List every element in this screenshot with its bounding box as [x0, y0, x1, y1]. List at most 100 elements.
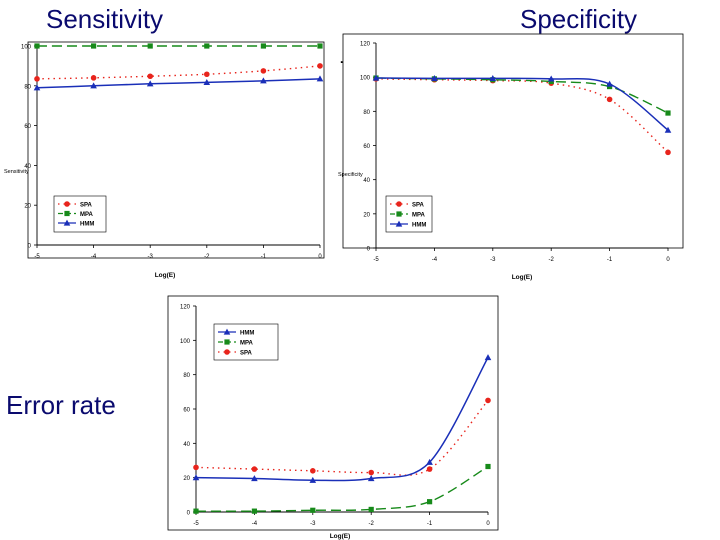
- sens-legend-marker-hmm: [63, 219, 71, 226]
- sens-x-tick-label: -1: [261, 254, 267, 260]
- sens-point-hmm: [33, 84, 41, 91]
- err-x-tick-label: -4: [252, 521, 258, 527]
- err-y-tick-label: 0: [187, 511, 191, 517]
- spec-x-axis-label: Log(E): [512, 274, 533, 281]
- err-y-tick-label: 40: [183, 442, 190, 448]
- spec-y-tick-label: 40: [363, 178, 370, 184]
- err-y-tick-label: 80: [183, 373, 190, 379]
- sens-point-hmm: [146, 80, 154, 87]
- sens-point-hmm: [316, 75, 324, 82]
- err-point-hmm: [309, 476, 317, 483]
- spec-point-hmm: [664, 126, 672, 133]
- spec-x-tick-label: 0: [666, 257, 670, 263]
- spec-legend-marker-spa: [396, 201, 402, 207]
- spec-legend-label-hmm: HMM: [412, 222, 426, 228]
- err-point-mpa: [251, 508, 257, 514]
- err-x-tick-label: -3: [310, 521, 316, 527]
- err-point-hmm: [251, 475, 258, 482]
- err-series-line-hmm: [195, 357, 489, 482]
- err-x-tick-label: -5: [193, 521, 199, 527]
- err-point-spa: [485, 397, 491, 404]
- err-legend-label-hmm: HMM: [240, 330, 254, 336]
- sens-x-tick-label: 0: [318, 254, 322, 260]
- sens-legend-label-hmm: HMM: [80, 221, 94, 227]
- sens-point-mpa: [34, 43, 40, 49]
- sens-legend-label-mpa: MPA: [80, 212, 94, 218]
- err-point-mpa: [310, 507, 316, 513]
- sens-point-spa: [204, 71, 210, 78]
- sens-y-tick-label: 40: [24, 164, 31, 170]
- spec-point-hmm: [547, 75, 555, 82]
- spec-point-mpa: [665, 110, 671, 116]
- spec-y-tick-label: 20: [363, 212, 370, 218]
- specificity-heading: Specificity: [520, 4, 638, 34]
- sens-point-mpa: [260, 43, 266, 49]
- sens-y-tick-label: 20: [24, 204, 31, 210]
- sens-y-tick-label: 60: [24, 124, 31, 130]
- sens-series-line-spa: [36, 65, 321, 80]
- spec-series-line-mpa: [375, 77, 669, 114]
- spec-point-hmm: [606, 80, 613, 87]
- err-legend-marker-spa: [224, 349, 230, 355]
- spec-x-tick-label: -4: [432, 257, 438, 263]
- err-point-spa: [310, 468, 316, 474]
- spec-legend-marker-mpa: [396, 211, 402, 217]
- err-x-tick-label: -1: [427, 521, 433, 527]
- sens-point-spa: [34, 76, 40, 82]
- sens-point-hmm: [203, 79, 211, 86]
- sens-point-mpa: [317, 43, 323, 49]
- sens-x-tick-label: -4: [91, 254, 97, 260]
- spec-x-tick-label: -2: [549, 257, 555, 263]
- sens-point-mpa: [147, 43, 153, 49]
- sens-y-axis-label: Sensitivity: [4, 169, 29, 175]
- err-point-hmm: [192, 474, 200, 481]
- sens-point-mpa: [91, 43, 97, 49]
- spec-chart: 0 20 40 60 80 100 120 -5 -4 -3 -2 -1 0 Log(E) Specific…: [338, 33, 684, 281]
- err-point-spa: [251, 466, 258, 472]
- spec-point-hmm: [431, 74, 438, 81]
- err-frame: [167, 295, 499, 531]
- sens-y-tick-label: 80: [24, 84, 31, 90]
- sens-series-line-hmm: [36, 78, 321, 89]
- sens-x-tick-label: -3: [148, 254, 154, 260]
- err-y-tick-label: 20: [183, 476, 190, 482]
- spec-y-axis-label: Specificity: [338, 172, 363, 178]
- sens-point-spa: [317, 63, 323, 69]
- err-legend-label-spa: SPA: [240, 350, 253, 356]
- err-y-tick-label: 60: [183, 408, 190, 414]
- sens-legend-marker-mpa: [64, 210, 70, 217]
- sens-point-spa: [90, 75, 97, 81]
- spec-legend-label-spa: SPA: [412, 202, 425, 208]
- sens-chart: 0 20 40 60 80 100 -5 -4 -3 -2 -1 0 Log(E) Sensitivity…: [4, 41, 343, 279]
- spec-y-tick-label: 60: [363, 144, 370, 150]
- spec-legend-label-mpa: MPA: [412, 212, 426, 218]
- err-point-hmm: [484, 354, 492, 361]
- err-point-mpa: [485, 463, 491, 470]
- sens-frame: [27, 41, 325, 259]
- sens-stray-mark: .: [340, 52, 343, 66]
- spec-y-tick-label: 120: [360, 42, 371, 48]
- err-y-tick-label: 120: [180, 305, 191, 311]
- err-point-mpa: [368, 506, 374, 513]
- error-rate-heading: Error rate: [6, 390, 116, 420]
- spec-point-spa: [606, 96, 613, 103]
- spec-y-tick-label: 80: [363, 110, 370, 116]
- err-point-mpa: [193, 508, 199, 514]
- spec-x-tick-label: -1: [607, 257, 613, 263]
- sens-point-hmm: [90, 82, 97, 89]
- spec-point-hmm: [489, 74, 497, 81]
- spec-x-tick-label: -3: [490, 257, 496, 263]
- spec-point-hmm: [372, 74, 380, 81]
- sens-x-axis-label: Log(E): [155, 272, 176, 279]
- spec-y-tick-label: 100: [360, 76, 371, 82]
- sens-point-mpa: [204, 43, 210, 49]
- err-y-tick-label: 100: [180, 339, 191, 345]
- spec-y-tick-label: 0: [367, 247, 371, 253]
- spec-point-spa: [665, 149, 671, 156]
- err-x-tick-label: -2: [369, 521, 375, 527]
- spec-series-line-hmm: [375, 77, 669, 131]
- sensitivity-heading: Sensitivity: [46, 4, 164, 34]
- sens-legend-marker-spa: [64, 201, 70, 207]
- sens-legend-label-spa: SPA: [80, 202, 93, 208]
